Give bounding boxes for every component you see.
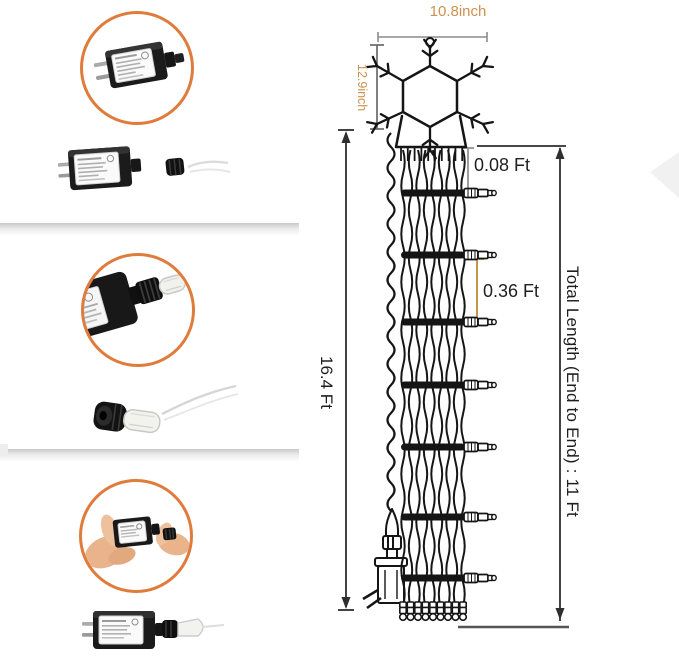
- inset-circle-hands-connecting: [79, 479, 193, 593]
- strand-bulbs: [398, 601, 468, 622]
- section-divider: [0, 223, 299, 236]
- top-drop-gap-label: 0.08 Ft: [474, 155, 531, 175]
- plug-connectors: [401, 187, 497, 584]
- dimension-line-snowflake-height: [370, 44, 384, 130]
- adapter-bulb-socket-closeup-illustration: [84, 271, 186, 338]
- lead-wire: [386, 132, 396, 513]
- bulb-spacing-label: 0.36 Ft: [483, 281, 540, 301]
- photo-adapter-cap-detached: [58, 137, 236, 199]
- photo-artifact: [0, 444, 8, 456]
- dimension-line-lead-wire: [338, 129, 354, 611]
- hands-connecting-adapter-illustration: [84, 514, 190, 569]
- lead-wire-length-label: 16.4 Ft: [317, 355, 336, 409]
- snowflake-branches: [365, 38, 495, 160]
- photo-artifact: [650, 152, 679, 198]
- photo-adapter-bulb-attached: [82, 605, 227, 657]
- dimension-line-top-width: [377, 32, 488, 42]
- adapter-with-bulb-attached-illustration: [82, 611, 225, 649]
- top-width-label: 10.8inch: [429, 3, 487, 20]
- bulb-cap-with-wire-illustration: [93, 384, 239, 434]
- photo-bulb-cap-wire: [90, 380, 240, 442]
- snowflake-height-label: 12.9inch: [355, 64, 369, 112]
- curtain-strands: [400, 149, 466, 607]
- dimension-line-bulb-spacing: [470, 258, 484, 321]
- inset-circle-adapter-plug: [80, 11, 194, 125]
- dimension-line-total-length: [458, 145, 569, 629]
- total-length-label: Total Length (End to End) : 11 Ft: [563, 266, 582, 518]
- adapter-with-cap-and-bulb-detached-illustration: [58, 146, 231, 191]
- adapter-plug-top-view-illustration: [93, 41, 185, 89]
- section-divider: [0, 449, 299, 462]
- inset-circle-socket-closeup: [81, 253, 195, 367]
